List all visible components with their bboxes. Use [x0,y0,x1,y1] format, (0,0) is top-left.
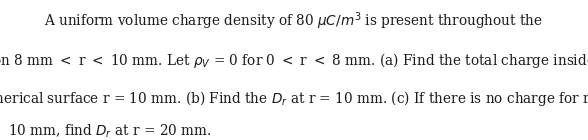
Text: A uniform volume charge density of 80 $\mu C/m^3$ is present throughout the: A uniform volume charge density of 80 $\… [45,10,543,32]
Text: region 8 mm $<$ r $<$ 10 mm. Let $\rho_V$ = 0 for 0 $<$ r $<$ 8 mm. (a) Find the: region 8 mm $<$ r $<$ 10 mm. Let $\rho_V… [0,51,588,70]
Text: spherical surface r = 10 mm. (b) Find the $D_r$ at r = 10 mm. (c) If there is no: spherical surface r = 10 mm. (b) Find th… [0,88,588,108]
Text: 10 mm, find $D_r$ at r = 20 mm.: 10 mm, find $D_r$ at r = 20 mm. [8,123,211,140]
